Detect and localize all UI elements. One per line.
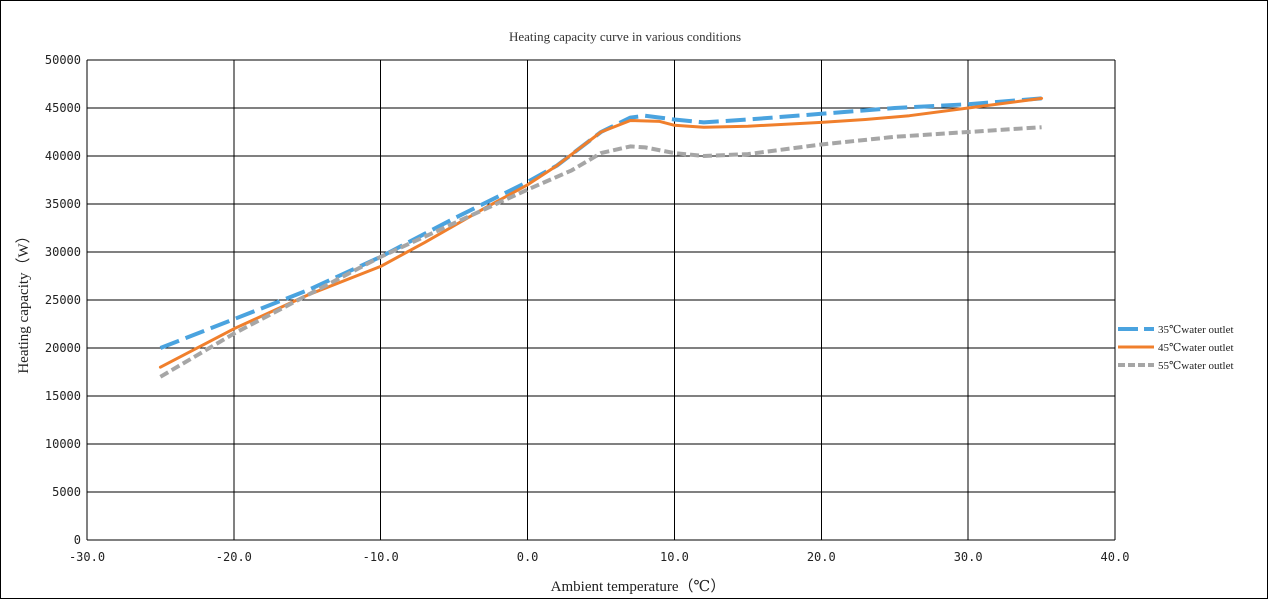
y-tick-label: 0 — [74, 533, 81, 547]
legend-label-2: 45℃water outlet — [1158, 342, 1234, 354]
x-tick-label: 40.0 — [1101, 550, 1130, 564]
x-tick-label: 30.0 — [954, 550, 983, 564]
y-tick-label: 25000 — [45, 293, 81, 307]
x-tick-label: -20.0 — [216, 550, 252, 564]
legend: 35℃water outlet 45℃water outlet 55℃water o… — [1118, 324, 1234, 372]
legend-label-1: 35℃water outlet — [1158, 324, 1234, 336]
y-tick-label: 45000 — [45, 101, 81, 115]
x-tick-label: 0.0 — [517, 550, 539, 564]
chart-title: Heating capacity curve in various condit… — [509, 29, 741, 44]
series-line-2 — [158, 96, 1044, 369]
x-axis-title: Ambient temperature（℃） — [551, 578, 726, 595]
series-line-1 — [159, 96, 1042, 350]
series-layer — [158, 96, 1044, 379]
x-tick-label: -10.0 — [363, 550, 399, 564]
y-tick-label: 20000 — [45, 341, 81, 355]
y-tick-label: 40000 — [45, 149, 81, 163]
y-tick-label: 30000 — [45, 245, 81, 259]
x-tick-label: -30.0 — [69, 550, 105, 564]
y-tick-labels: 0 5000 10000 15000 20000 25000 30000 35000 40000… — [45, 53, 81, 547]
series-line-3 — [159, 125, 1042, 379]
x-tick-label: 20.0 — [807, 550, 836, 564]
y-tick-label: 10000 — [45, 437, 81, 451]
legend-label-3: 55℃water outlet — [1158, 360, 1234, 372]
y-tick-label: 5000 — [52, 485, 81, 499]
y-axis-title: Heating capacity（W） — [15, 228, 32, 373]
x-tick-labels: -30.0 -20.0 -10.0 0.0 10.0 20.0 30.0 40.0 — [69, 550, 1130, 564]
x-tick-label: 10.0 — [660, 550, 689, 564]
y-tick-label: 50000 — [45, 53, 81, 67]
y-tick-label: 35000 — [45, 197, 81, 211]
grid-layer — [86, 59, 1116, 541]
y-tick-label: 15000 — [45, 389, 81, 403]
